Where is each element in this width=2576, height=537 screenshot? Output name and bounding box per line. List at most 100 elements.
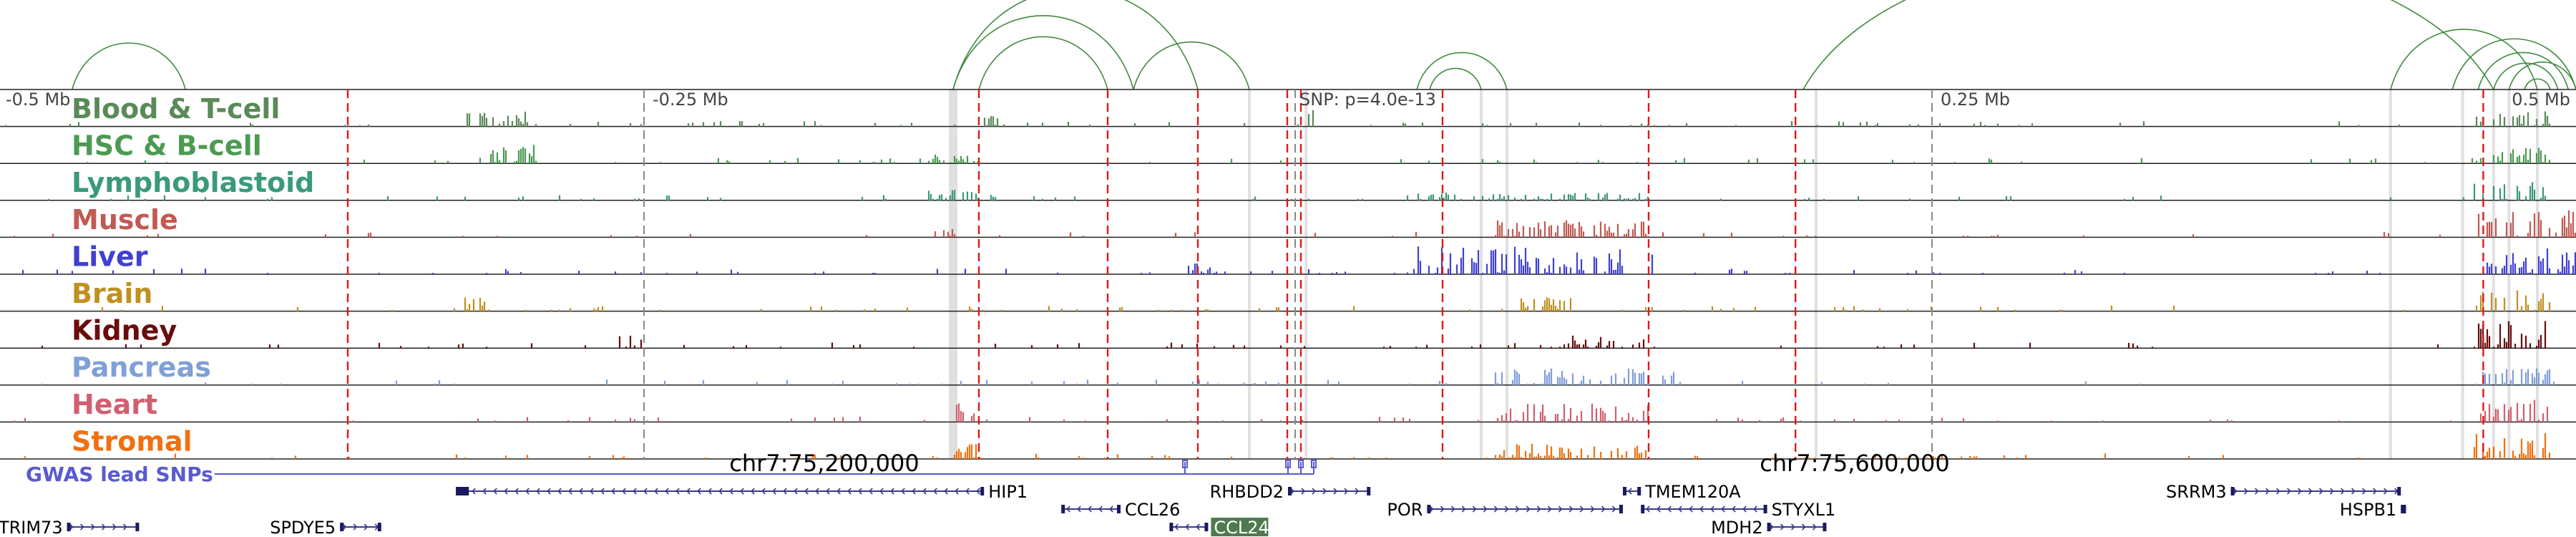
gene-trim73: TRIM73: [0, 518, 140, 537]
gene-por: POR: [1387, 500, 1623, 520]
track-label: HSC & B-cell: [72, 130, 262, 162]
gene-strand-arrows: [1066, 505, 1113, 513]
gene-exon: [340, 523, 344, 531]
gwas-lead-snps-track: GWAS lead SNPs: [26, 460, 1317, 486]
gene-strand-arrows: [1290, 488, 1360, 495]
gene-ccl26: CCL26: [1061, 500, 1180, 520]
gene-exon: [456, 487, 469, 495]
track-label: Brain: [72, 278, 152, 309]
chromatin-loop-arc: [952, 15, 1134, 90]
track-label: Muscle: [72, 204, 178, 236]
gene-exon: [1763, 505, 1767, 513]
gene-label: MDH2: [1711, 518, 1763, 537]
gene-styxl1: STYXL1: [1641, 500, 1835, 520]
gene-label: TRIM73: [0, 518, 63, 537]
genomic-coordinates: chr7:75,200,000 chr7:75,600,000: [729, 450, 1949, 477]
gene-label: SRRM3: [2166, 482, 2227, 502]
gene-exon: [980, 487, 985, 495]
gene-hspb1: HSPB1: [2340, 500, 2406, 520]
gwas-snp-marker: [1311, 460, 1317, 468]
gwas-snp-marker: [1285, 460, 1291, 468]
track-labels: Blood & T-cell HSC & B-cell Lymphoblastoid…: [72, 93, 314, 457]
chromatin-loop-arc: [72, 42, 186, 90]
gene-label: CCL26: [1125, 500, 1180, 520]
chromatin-loop-arc: [2524, 78, 2551, 90]
chromatin-loop-arc: [2451, 38, 2576, 90]
track-muscle: [0, 210, 2576, 238]
track-label: Pancreas: [72, 352, 211, 383]
gene-exon: [1288, 487, 1292, 495]
track-label: Liver: [72, 241, 148, 272]
gene-exon: [1204, 523, 1209, 531]
position-axis: -0.5 Mb -0.25 Mb 0.25 Mb 0.5 Mb SNP: p=4.0e-…: [6, 90, 2570, 459]
gene-exon: [2230, 487, 2235, 495]
track-signal-peaks: [47, 182, 2547, 200]
gene-annotation-track: TRIM73 SPDYE5 HIP1 CCL26 CCL24 RHBDD2 POR TMEM1…: [0, 482, 2406, 537]
track-label: Blood & T-cell: [72, 93, 280, 125]
track-signal-peaks: [24, 432, 2551, 459]
track-signal-peaks: [41, 321, 2547, 349]
gene-strand-arrows: [1770, 523, 1817, 531]
gene-spdye5: SPDYE5: [270, 518, 381, 537]
gene-label: CCL24: [1214, 518, 1269, 537]
gene-ccl24: CCL24: [1169, 518, 1269, 537]
chromatin-loop-arc: [2493, 62, 2559, 90]
gene-strand-arrows: [342, 523, 379, 531]
coordinate-label: chr7:75,600,000: [1760, 450, 1949, 477]
gene-strand-arrows: [1646, 505, 1757, 513]
coordinate-label: chr7:75,200,000: [729, 450, 919, 477]
track-signal-peaks: [13, 210, 2576, 238]
axis-tick-label: 0.5 Mb: [2512, 90, 2570, 110]
track-signal-peaks: [4, 110, 2551, 127]
gene-label-highlight: [1211, 518, 1269, 536]
gene-exon: [2402, 505, 2406, 513]
gene-exon: [1623, 487, 1626, 495]
signal-tracks: [0, 89, 2576, 460]
gene-exon: [1641, 505, 1645, 513]
track-signal-peaks: [21, 246, 2576, 274]
gene-rhbdd2: RHBDD2: [1210, 482, 1371, 502]
gene-exon: [2397, 487, 2401, 495]
chromatin-loop-arc: [2508, 61, 2576, 90]
gene-exon: [1169, 523, 1174, 531]
chromatin-loop-arc: [1429, 67, 1482, 90]
gene-exon: [1823, 523, 1827, 531]
gene-exon: [135, 523, 140, 531]
gene-exon: [1367, 487, 1371, 495]
gene-mdh2: MDH2: [1711, 518, 1827, 537]
gene-exon: [1427, 505, 1431, 513]
track-signal-peaks: [13, 400, 2549, 422]
gene-exon: [1637, 487, 1641, 495]
chromatin-loop-arcs: [72, 0, 2576, 90]
gene-label: POR: [1387, 500, 1423, 520]
track-blood-t-cell: [0, 110, 2576, 127]
track-pancreas: [0, 368, 2576, 386]
track-label: Heart: [72, 389, 157, 420]
track-label: Kidney: [72, 315, 177, 347]
gwas-track-label: GWAS lead SNPs: [26, 463, 213, 486]
track-label: Lymphoblastoid: [72, 167, 314, 198]
chromatin-loop-arc: [1416, 52, 1508, 90]
chromatin-loop-arc: [2390, 29, 2538, 90]
track-signal-peaks: [101, 290, 2551, 311]
gene-label: SPDYE5: [270, 518, 336, 537]
chromatin-loop-arc: [1133, 41, 1250, 90]
axis-tick-label: -0.25 Mb: [653, 90, 728, 110]
track-signal-peaks: [86, 145, 2551, 164]
gene-strand-arrows: [1627, 488, 1632, 495]
gene-exon: [1767, 523, 1771, 531]
gene-label: TMEM120A: [1644, 482, 1741, 502]
gene-exon: [1061, 505, 1065, 513]
axis-tick-label: 0.25 Mb: [1941, 90, 2010, 110]
gene-exon: [377, 523, 381, 531]
gene-exon: [67, 523, 71, 531]
gene-srrm3: SRRM3: [2166, 482, 2401, 502]
gene-strand-arrows: [2233, 488, 2399, 495]
snp-pvalue-label: SNP: p=4.0e-13: [1299, 90, 1436, 110]
track-signal-peaks: [41, 368, 2555, 385]
gwas-snp-marker: [1182, 460, 1188, 468]
axis-tick-label: -0.5 Mb: [6, 90, 70, 110]
gene-tmem120a: TMEM120A: [1623, 482, 1741, 502]
gene-label: HSPB1: [2340, 500, 2397, 520]
